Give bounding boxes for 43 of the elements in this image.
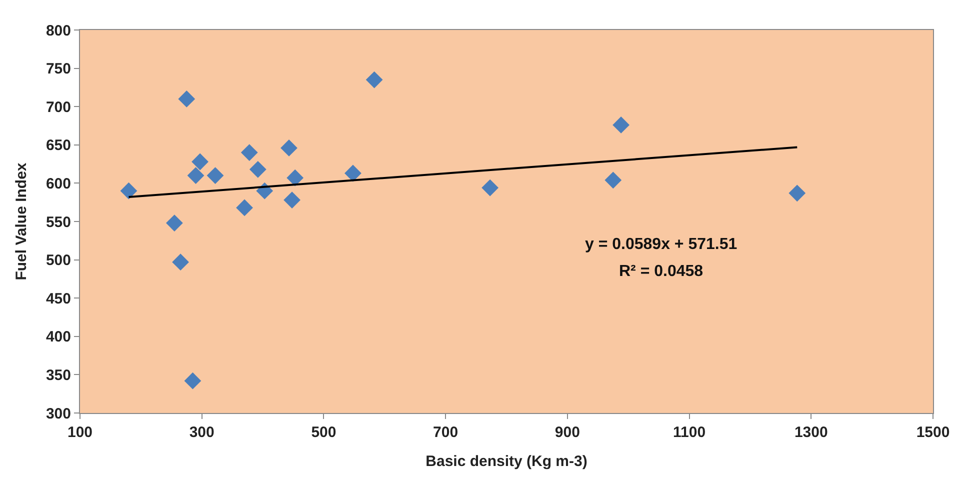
annotation: y = 0.0589x + 571.51	[585, 236, 738, 253]
y-tick-label: 650	[46, 137, 71, 154]
y-tick-label: 600	[46, 175, 71, 192]
point	[187, 167, 204, 184]
point	[286, 169, 304, 186]
point	[280, 140, 298, 156]
point	[178, 90, 196, 108]
point	[788, 184, 806, 202]
x-tick-label: 100	[67, 424, 93, 441]
point	[604, 172, 622, 189]
point	[166, 214, 183, 232]
y-tick-label: 450	[46, 290, 71, 308]
point	[192, 153, 208, 170]
point	[172, 254, 189, 271]
point	[612, 116, 630, 134]
x-tick-label: 900	[554, 424, 580, 441]
y-tick-label: 500	[46, 252, 71, 270]
point	[249, 160, 266, 178]
y-tick-label: 800	[46, 22, 71, 40]
x-tick-label: 1100	[673, 424, 706, 441]
annotation: R² = 0.0458	[619, 263, 704, 280]
point	[184, 372, 202, 390]
point	[366, 71, 383, 88]
x-tick-label: 500	[311, 424, 336, 441]
x-tick-label: 700	[433, 424, 458, 441]
y-tick-label: 350	[46, 366, 71, 384]
y-tick-label: 300	[46, 405, 71, 422]
y-tick-label: 700	[46, 98, 71, 116]
point	[120, 182, 138, 200]
y-tick-label: 400	[46, 328, 71, 346]
y-tick-label: 750	[46, 60, 71, 78]
y-tick-label: 550	[46, 214, 71, 231]
point	[206, 167, 224, 184]
y-axis-title: Fuel Value Index	[13, 162, 30, 280]
x-tick-label: 300	[189, 424, 214, 441]
point	[344, 164, 362, 182]
point	[240, 144, 258, 162]
point	[482, 179, 498, 196]
x-axis-title: Basic density (Kg m-3)	[426, 453, 588, 470]
point	[284, 192, 300, 208]
point	[236, 199, 253, 216]
x-tick-label: 1500	[916, 424, 950, 441]
x-tick-label: 1300	[794, 424, 828, 441]
